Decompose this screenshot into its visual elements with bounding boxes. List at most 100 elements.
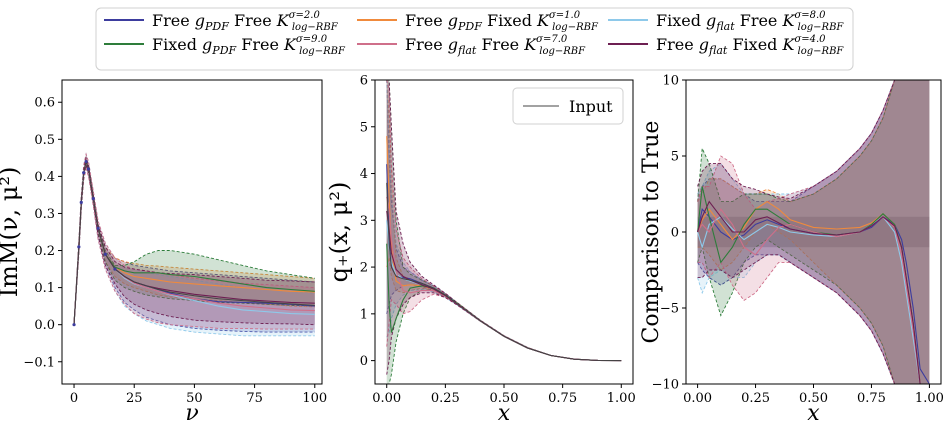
x-tick-label: 0.75 xyxy=(857,391,886,406)
x-tick-label: 0.00 xyxy=(372,391,401,406)
band-upper-edge xyxy=(697,80,930,203)
band-upper-edge xyxy=(697,80,930,203)
y-tick-label: 0.1 xyxy=(34,281,55,296)
panel-legend-frame xyxy=(512,87,624,125)
band-lower-edge xyxy=(386,293,622,362)
input-line xyxy=(73,159,315,325)
series-line xyxy=(697,208,930,384)
data-point xyxy=(91,197,95,201)
y-tick-label: −5 xyxy=(660,302,679,317)
uncertainty-band xyxy=(386,80,622,384)
y-tick-label: 0 xyxy=(671,226,679,241)
plot-area xyxy=(697,80,930,384)
y-tick-label: 0.5 xyxy=(34,133,55,148)
band-upper-edge xyxy=(386,80,622,362)
y-tick-label: 5 xyxy=(671,150,679,165)
band-lower-edge xyxy=(697,254,930,384)
top-legend: Free gPDF Free Kσ=2.0 log−RBF Free gPDF Fi… xyxy=(95,7,854,71)
y-tick-label: 2 xyxy=(360,261,368,276)
y-tick-label: 6 xyxy=(360,74,368,89)
y-tick-label: 0.3 xyxy=(34,207,55,222)
band-lower-edge xyxy=(697,239,930,384)
x-tick-label: 75 xyxy=(246,391,263,406)
x-tick-label: 100 xyxy=(302,391,327,406)
band-upper-edge xyxy=(697,80,930,210)
data-point xyxy=(103,252,107,256)
x-tick-label: 0.50 xyxy=(799,391,828,406)
y-axis-label: Comparison to True xyxy=(639,121,664,344)
band-lower-edge xyxy=(386,289,622,362)
data-point xyxy=(82,171,86,175)
y-tick-label: 5 xyxy=(360,120,368,135)
y-tick-label: 4 xyxy=(360,167,368,182)
series-line xyxy=(386,243,622,362)
legend-label: Free gPDF Free Kσ=2.0 log−RBF xyxy=(152,10,339,33)
axes-frame xyxy=(61,79,323,385)
x-axis-label: ν xyxy=(185,401,198,426)
x-tick-label: 1.00 xyxy=(915,391,944,406)
y-tick-label: 10 xyxy=(662,74,679,89)
x-tick-label: 25 xyxy=(126,391,143,406)
data-point xyxy=(86,167,91,171)
band-upper-edge xyxy=(697,80,930,195)
band-lower-edge xyxy=(697,254,930,384)
legend-frame xyxy=(95,7,854,71)
data-point xyxy=(77,245,81,249)
panel-im-m: 0 25 50 75 100 −0.1 0.0 0.1 0.2 0.3 0.4 0.5 0.6 ν ImM(… xyxy=(0,79,327,426)
x-tick-label: 0 xyxy=(70,391,78,406)
legend-label: Fixed gflat Free Kσ=8.0 log−RBF xyxy=(656,10,844,33)
x-axis-label: x xyxy=(807,401,820,426)
band-upper-edge xyxy=(697,80,930,200)
data-point xyxy=(84,159,88,164)
band-lower-edge xyxy=(697,223,930,384)
panel-legend: Input xyxy=(512,87,624,125)
y-tick-label: −0.1 xyxy=(23,355,55,370)
x-tick-label: 1.00 xyxy=(607,391,636,406)
legend-label: Free gPDF Fixed Kσ=1.0 log−RBF xyxy=(405,10,599,33)
band-upper-edge xyxy=(73,152,315,325)
panel-comparison: 0.00 0.25 0.50 0.75 1.00 −10 −5 0 5 10 x Comparison… xyxy=(639,74,944,427)
series-line xyxy=(697,216,930,384)
y-axis-label: q₊(x, μ²) xyxy=(325,182,353,283)
series-line xyxy=(386,164,622,362)
y-tick-label: 1 xyxy=(360,307,368,322)
data-point xyxy=(79,200,83,204)
x-tick-label: 0.75 xyxy=(548,391,577,406)
x-tick-label: 0.50 xyxy=(490,391,519,406)
legend-label: Free gflat Free Kσ=7.0 log−RBF xyxy=(405,34,586,57)
data-point xyxy=(96,226,100,230)
legend-label: Fixed gPDF Free Kσ=9.0 log−RBF xyxy=(152,34,346,57)
uncertainty-band xyxy=(74,157,315,325)
legend-label: Free gflat Fixed Kσ=4.0 log−RBF xyxy=(656,34,844,57)
x-tick-label: 50 xyxy=(186,391,203,406)
y-tick-label: 0 xyxy=(360,354,368,369)
input-line xyxy=(386,182,622,362)
band-upper-edge xyxy=(73,156,315,325)
plot-area xyxy=(72,152,315,337)
y-tick-label: 0.6 xyxy=(34,96,55,111)
panel-legend-label: Input xyxy=(569,97,613,116)
x-tick-label: 0.25 xyxy=(741,391,770,406)
y-tick-label: 0.0 xyxy=(34,318,55,333)
y-tick-label: −10 xyxy=(652,378,679,393)
data-point xyxy=(72,323,76,327)
x-axis-label: x xyxy=(498,401,511,426)
y-tick-label: 0.4 xyxy=(34,170,55,185)
x-tick-label: 0.00 xyxy=(683,391,712,406)
band-lower-edge xyxy=(386,257,622,362)
x-tick-label: 0.25 xyxy=(431,391,460,406)
uncertainty-band xyxy=(74,154,315,336)
band-lower-edge xyxy=(386,292,622,375)
series-line xyxy=(386,136,622,362)
data-point xyxy=(113,267,117,271)
series-line xyxy=(697,200,930,384)
band-lower-edge xyxy=(73,167,315,337)
y-tick-label: 3 xyxy=(360,214,368,229)
axes-frame xyxy=(374,79,634,385)
plot-area xyxy=(386,80,622,384)
y-axis-label: ImM(ν, μ²) xyxy=(0,167,23,298)
band-lower-edge xyxy=(386,290,622,384)
panel-q-plus: 0.00 0.25 0.50 0.75 1.00 0 1 2 3 4 5 6 x q₊(x, μ²) Inp… xyxy=(325,74,636,427)
y-tick-label: 0.2 xyxy=(34,244,55,259)
